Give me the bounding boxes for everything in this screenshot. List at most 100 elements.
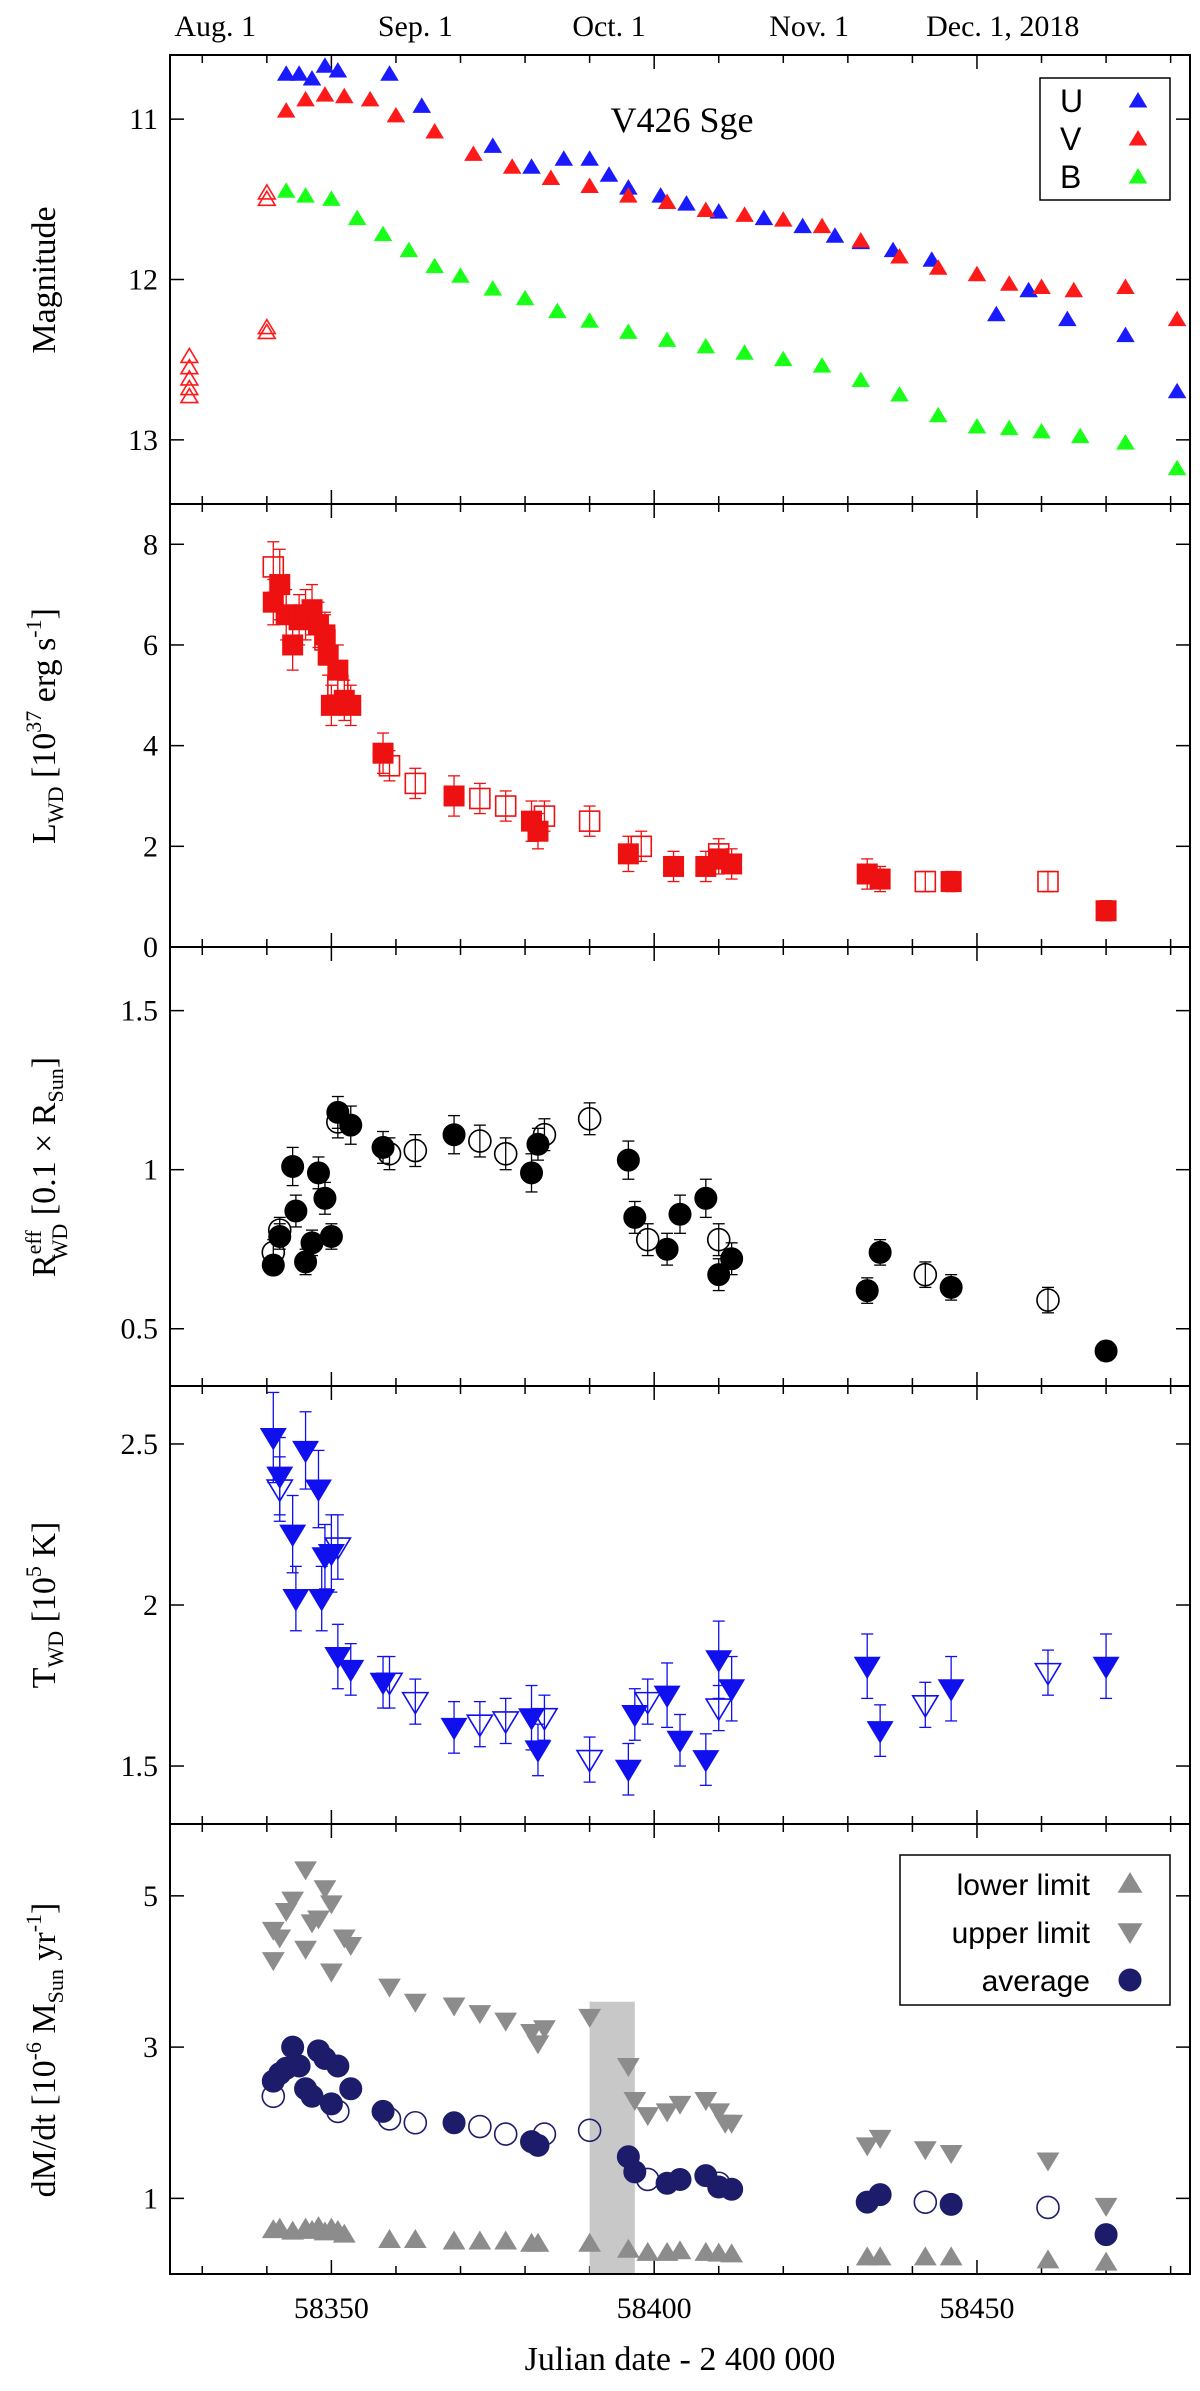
data-point	[913, 2141, 937, 2161]
data-point	[287, 2054, 311, 2078]
ylabel-luminosity-exp2: -1	[21, 619, 46, 637]
data-point	[774, 211, 793, 227]
y-tick-label: 13	[128, 424, 158, 457]
xlabel: Julian date - 2 400 000	[525, 2341, 836, 2378]
y-tick-label: 0.5	[121, 1313, 159, 1346]
data-point	[928, 259, 948, 275]
data-point	[599, 166, 619, 182]
data-point	[940, 871, 962, 893]
x-tick-label: 58450	[939, 2292, 1014, 2325]
data-point	[294, 1940, 317, 1960]
data-point	[617, 843, 639, 865]
y-tick-label: 1.5	[121, 1750, 159, 1783]
ylabel-luminosity: LWD [1037 erg s-1]	[21, 608, 68, 844]
data-point	[999, 419, 1019, 436]
data-point	[868, 2129, 892, 2149]
data-point	[403, 2110, 428, 2135]
data-point	[347, 209, 367, 226]
y-tick-label: 3	[143, 2031, 158, 2064]
data-point	[580, 177, 599, 193]
data-point	[493, 1141, 518, 1166]
ylabel-mass-loss-m: M	[26, 2003, 63, 2042]
y-tick-label: 2.5	[121, 1428, 159, 1461]
y-tick-label: 1	[143, 1154, 158, 1187]
data-point	[666, 1730, 694, 1754]
data-point	[718, 1679, 746, 1702]
data-point	[378, 2228, 401, 2248]
ylabel-mass-loss-sun: Sun	[43, 1969, 68, 2003]
data-point	[493, 2122, 518, 2146]
y-tick-label: 2	[143, 830, 158, 863]
data-point	[257, 183, 277, 200]
data-point	[339, 2077, 363, 2101]
top-date-label: Oct. 1	[572, 10, 645, 43]
data-point	[526, 2232, 550, 2252]
y-tick-label: 4	[143, 730, 158, 763]
data-point	[319, 1224, 343, 1248]
data-point	[868, 1240, 892, 1264]
data-point	[276, 65, 296, 81]
data-point	[339, 1937, 363, 1956]
series-magnitude-V	[276, 86, 1187, 327]
data-point	[616, 2238, 640, 2258]
data-point	[377, 2107, 402, 2131]
data-point	[939, 2192, 963, 2216]
data-point	[265, 1479, 294, 1503]
data-point	[262, 556, 285, 578]
series-radius-filled	[261, 1095, 1118, 1363]
data-point	[520, 2023, 543, 2043]
data-point	[851, 232, 871, 248]
data-point	[705, 1650, 733, 1673]
data-point	[261, 2084, 286, 2109]
ylabel-temperature-close: K]	[26, 1522, 63, 1566]
data-point	[868, 2246, 892, 2266]
data-point	[292, 1440, 320, 1464]
series-magnitude-V-early	[179, 183, 277, 404]
data-point	[541, 169, 561, 185]
data-point	[707, 2103, 731, 2123]
data-point	[378, 754, 401, 777]
data-point	[793, 217, 812, 234]
data-point	[313, 1186, 337, 1210]
data-point	[928, 406, 948, 423]
data-point	[257, 318, 277, 335]
ylabel-mass-loss-dm: dM/dt [10	[26, 2060, 63, 2197]
top-date-label: Aug. 1	[174, 10, 256, 43]
y-tick-label: 11	[129, 103, 158, 136]
data-point	[300, 1231, 324, 1255]
data-point	[372, 742, 394, 764]
data-point	[619, 187, 638, 203]
data-point	[276, 182, 296, 198]
data-point	[296, 90, 315, 107]
data-point	[635, 2167, 660, 2192]
data-point	[653, 1685, 681, 1709]
ylabel-radius-close: ]	[26, 1057, 63, 1068]
legend-mass-loss: lower limit upper limit average	[899, 1854, 1171, 2006]
data-point	[635, 1227, 660, 1252]
ylabel-temperature-T: T	[26, 1667, 63, 1688]
data-point	[987, 305, 1006, 322]
data-point	[371, 1135, 395, 1159]
data-point	[1116, 326, 1135, 343]
data-point	[443, 785, 465, 807]
data-point	[1094, 1339, 1118, 1363]
data-point	[1094, 2197, 1118, 2217]
series-temperature-open	[265, 1456, 1062, 1783]
data-point	[1092, 1656, 1120, 1680]
legend-magnitude-box	[1039, 77, 1171, 201]
ylabel-luminosity-exp: 37	[21, 711, 46, 733]
data-point	[578, 810, 601, 832]
data-point	[494, 2012, 518, 2032]
data-point	[668, 1202, 692, 1226]
ylabel-mass-loss: dM/dt [10-6 MSun yr-1]	[21, 1903, 68, 2198]
legend-label-average: average	[982, 1965, 1090, 1998]
data-point	[465, 1714, 494, 1738]
y-tick-label: 12	[128, 264, 158, 297]
data-point	[668, 2167, 692, 2191]
data-point	[259, 1428, 287, 1451]
data-point	[179, 358, 200, 375]
data-point	[735, 344, 754, 360]
axis-ticks: 58350 58400 58450111213024680.511.51.522.5…	[121, 55, 1190, 2325]
ylabel-luminosity-L: L	[26, 823, 63, 844]
data-point	[694, 1186, 718, 1210]
